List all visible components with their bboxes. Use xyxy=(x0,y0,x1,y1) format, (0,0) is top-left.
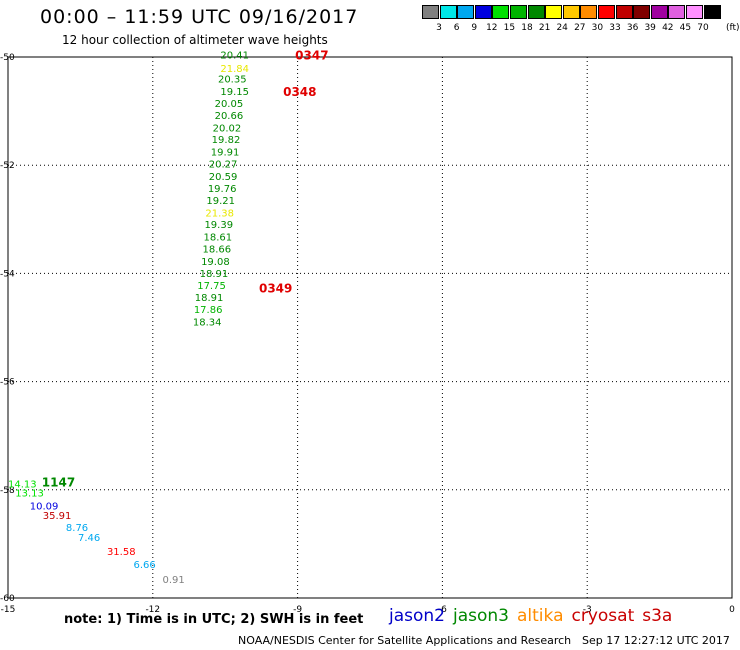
scale-swatch xyxy=(668,5,686,19)
pass-time-label: 0349 xyxy=(259,281,292,295)
wave-height-label: 19.39 xyxy=(204,220,233,231)
wave-height-label: 19.91 xyxy=(211,148,240,159)
scale-swatch xyxy=(527,5,545,19)
y-tick-label: -52 xyxy=(0,161,15,171)
scale-label: 42 xyxy=(662,23,674,33)
wave-height-label: 20.59 xyxy=(209,172,238,183)
wave-height-label: 19.15 xyxy=(220,87,249,98)
wave-height-label: 31.58 xyxy=(107,547,136,558)
scale-swatch xyxy=(545,5,563,19)
wave-height-label: 18.91 xyxy=(195,293,224,304)
legend-entry: s3a xyxy=(642,606,673,626)
satellite-legend: jason2 jason3 altika cryosat s3a xyxy=(389,606,680,626)
wave-height-label: 21.38 xyxy=(205,208,234,219)
wave-height-label: 18.91 xyxy=(200,269,229,280)
scale-swatch xyxy=(686,5,703,19)
wave-height-label: 19.21 xyxy=(206,196,235,207)
chart-subtitle: 12 hour collection of altimeter wave hei… xyxy=(62,33,328,47)
scale-swatch xyxy=(474,5,492,19)
scale-label: 9 xyxy=(471,23,478,33)
scale-label: 21 xyxy=(538,23,551,33)
scale-label: 12 xyxy=(486,23,498,33)
x-tick-label: -6 xyxy=(438,605,447,615)
legend-entry: cryosat xyxy=(571,606,635,626)
wave-height-label: 0.91 xyxy=(162,575,184,586)
wave-height-label: 18.66 xyxy=(203,245,232,256)
wave-height-label: 18.34 xyxy=(193,318,222,329)
wave-height-label: 18.61 xyxy=(203,233,232,244)
wave-height-label: 21.84 xyxy=(220,64,249,75)
wave-height-label: 20.35 xyxy=(218,75,247,86)
scale-label: 70 xyxy=(697,23,709,33)
wave-height-label: 6.66 xyxy=(133,560,155,571)
scale-swatch xyxy=(492,5,510,19)
pass-time-label: 0348 xyxy=(283,85,316,99)
scale-swatch xyxy=(580,5,598,19)
scale-label: 3 xyxy=(436,23,442,33)
wave-height-label: 20.27 xyxy=(209,160,238,171)
y-tick-label: -54 xyxy=(0,269,15,279)
scale-label: 30 xyxy=(591,23,604,33)
wave-height-label: 7.46 xyxy=(78,533,100,544)
scale-label: 18 xyxy=(521,23,533,33)
y-tick-label: -58 xyxy=(0,486,15,496)
pass-time-label: 1147 xyxy=(42,476,75,490)
scale-label: 27 xyxy=(574,23,586,33)
legend-entry: jason3 xyxy=(453,606,509,626)
y-tick-label: -56 xyxy=(0,378,15,388)
scale-label: 45 xyxy=(679,23,692,33)
scale-swatch xyxy=(439,5,457,19)
scale-swatch xyxy=(422,5,439,19)
wave-height-label: 13.13 xyxy=(15,489,44,500)
x-tick-label: -3 xyxy=(583,605,592,615)
scale-label: 24 xyxy=(556,23,568,33)
x-tick-label: -15 xyxy=(1,605,16,615)
scale-swatch xyxy=(633,5,651,19)
pass-time-label: 0347 xyxy=(295,48,328,62)
scale-swatch xyxy=(615,5,633,19)
scale-swatch xyxy=(457,5,475,19)
scale-label: 6 xyxy=(453,23,460,33)
scale-swatch xyxy=(562,5,580,19)
scale-label: 15 xyxy=(503,23,516,33)
chart-title: 00:00 – 11:59 UTC 09/16/2017 xyxy=(40,6,359,28)
scale-swatch xyxy=(510,5,527,19)
credit-line: NOAA/NESDIS Center for Satellite Applica… xyxy=(238,634,572,647)
scale-label: 36 xyxy=(626,23,639,33)
wave-height-label: 19.82 xyxy=(212,135,241,146)
y-tick-label: -50 xyxy=(0,53,15,63)
scale-unit: (ft) xyxy=(726,23,740,33)
legend-entry: altika xyxy=(517,606,564,626)
x-tick-label: 0 xyxy=(729,605,735,615)
wave-height-label: 20.41 xyxy=(220,50,249,61)
plot-frame xyxy=(7,56,733,599)
scale-swatch xyxy=(598,5,615,19)
wave-height-label: 17.86 xyxy=(194,305,223,316)
x-tick-label: -9 xyxy=(293,605,302,615)
wave-height-label: 19.08 xyxy=(201,257,230,268)
scale-label: 33 xyxy=(609,23,621,33)
wave-height-label: 14.13 xyxy=(8,479,37,490)
wave-height-label: 20.02 xyxy=(213,123,242,134)
wave-height-label: 10.09 xyxy=(30,501,59,512)
scale-swatch xyxy=(703,5,721,19)
wave-height-label: 19.76 xyxy=(208,184,237,195)
x-tick-label: -12 xyxy=(145,605,160,615)
scale-label: 39 xyxy=(644,23,656,33)
scale-swatch xyxy=(650,5,668,19)
wave-height-label: 35.91 xyxy=(43,511,72,522)
wave-height-label: 20.05 xyxy=(215,99,244,110)
timestamp: Sep 17 12:27:12 UTC 2017 xyxy=(582,634,730,647)
wave-height-label: 20.66 xyxy=(215,111,244,122)
legend-entry: jason2 xyxy=(389,606,445,626)
wave-height-label: 17.75 xyxy=(197,281,226,292)
wave-height-label: 8.76 xyxy=(66,523,88,534)
y-tick-label: -60 xyxy=(0,594,15,604)
footnote: note: 1) Time is in UTC; 2) SWH is in fe… xyxy=(64,612,364,627)
